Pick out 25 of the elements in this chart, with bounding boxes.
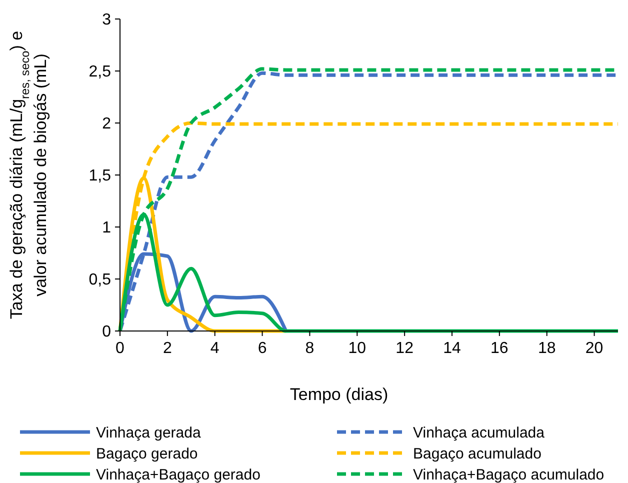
x-tick-label: 20 [585, 340, 604, 357]
x-tick-label: 12 [396, 340, 414, 357]
y-tick-label: 2 [102, 116, 112, 133]
y-tick-label: 1 [102, 220, 112, 237]
y-tick-label: 3 [102, 12, 112, 29]
x-tick-label: 16 [490, 340, 508, 357]
x-tick-label: 0 [116, 340, 125, 357]
y-tick-label: 0,5 [88, 272, 112, 289]
legend-label: Bagaço acumulado [413, 445, 542, 462]
legend-label: Vinhaça+Bagaço acumulado [413, 466, 604, 483]
y-tick-label: 1,5 [88, 168, 112, 185]
y-tick-label: 0 [102, 324, 112, 341]
y-tick-label: 2,5 [88, 64, 112, 81]
x-tick-label: 14 [443, 340, 461, 357]
x-axis-title: Tempo (dias) [290, 385, 388, 404]
x-tick-label: 2 [162, 340, 172, 357]
legend-label: Vinhaça gerada [96, 424, 202, 442]
legend-label: Bagaço gerado [96, 445, 198, 462]
x-tick-label: 6 [258, 340, 267, 357]
x-tick-label: 8 [305, 340, 314, 357]
x-tick-label: 4 [210, 340, 220, 357]
legend-label: Vinhaça acumulada [413, 424, 546, 442]
x-tick-label: 10 [348, 340, 366, 357]
legend-label: Vinhaça+Bagaço gerado [96, 466, 260, 483]
x-tick-label: 18 [538, 340, 556, 357]
